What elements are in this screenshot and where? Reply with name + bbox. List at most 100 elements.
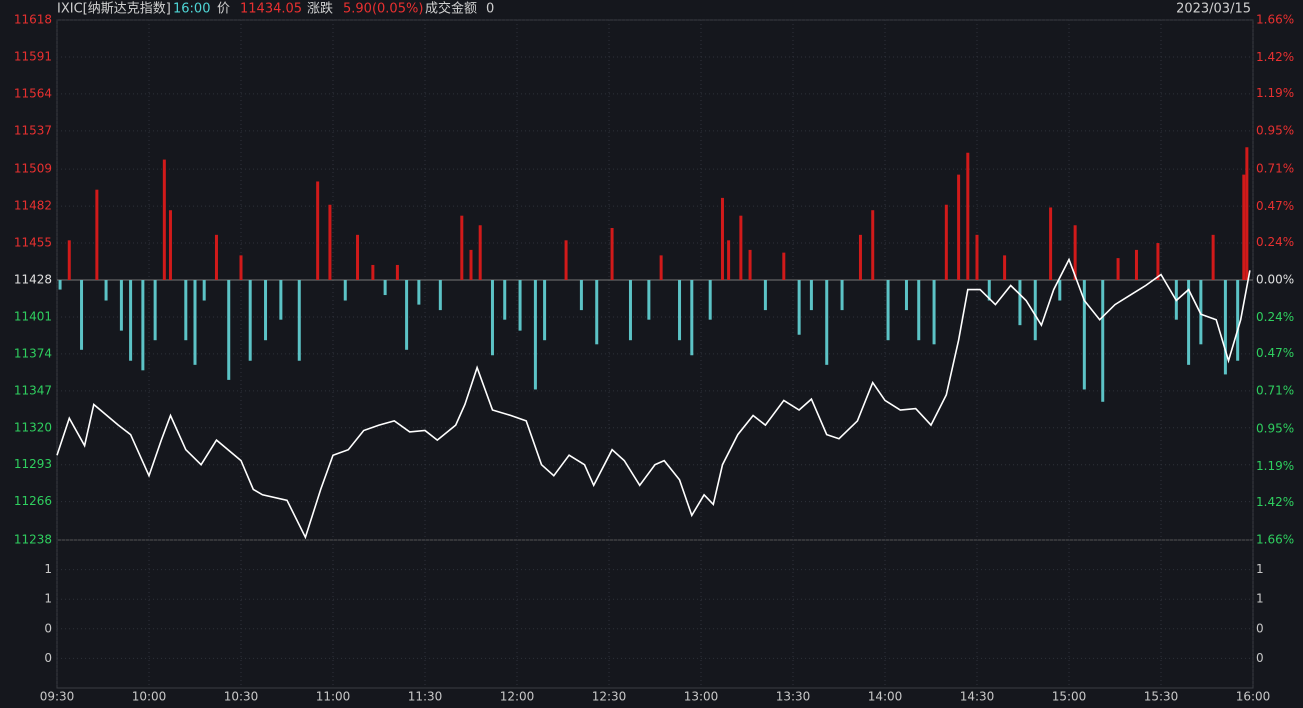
y-tick-label: 1 xyxy=(44,562,52,576)
x-tick-label: 12:30 xyxy=(592,690,627,704)
y2-tick-label: 0.95% xyxy=(1256,124,1294,138)
x-tick-label: 14:30 xyxy=(960,690,995,704)
x-tick-label: 12:00 xyxy=(500,690,535,704)
bar xyxy=(129,280,133,361)
bar xyxy=(987,280,991,301)
bar xyxy=(227,280,231,380)
bar xyxy=(1018,280,1022,326)
y2-tick-label: 1 xyxy=(1256,592,1264,606)
y2-tick-label: 0.71% xyxy=(1256,161,1294,175)
y-tick-label: 11455 xyxy=(14,236,52,250)
bar xyxy=(975,234,979,280)
bar xyxy=(1245,147,1249,280)
y2-tick-label: 1.66% xyxy=(1256,533,1294,547)
bar xyxy=(469,249,473,280)
bar xyxy=(1082,280,1086,390)
bar xyxy=(141,280,145,371)
y-tick-label: 11618 xyxy=(14,13,52,27)
bar xyxy=(95,189,99,280)
date: 2023/03/15 xyxy=(1176,2,1251,17)
price-label: 价 xyxy=(217,2,230,17)
bar xyxy=(248,280,252,361)
bar xyxy=(595,280,599,345)
bar xyxy=(886,280,890,341)
bar xyxy=(543,280,547,341)
bar xyxy=(162,159,166,280)
x-tick-label: 09:30 xyxy=(40,690,75,704)
bar xyxy=(490,280,494,356)
index-name: IXIC[纳斯达克指数] xyxy=(57,2,171,17)
x-tick-label: 15:30 xyxy=(1144,690,1179,704)
x-tick-label: 10:00 xyxy=(132,690,167,704)
bar xyxy=(279,280,283,320)
price: 11434.05 xyxy=(240,2,302,17)
bar xyxy=(503,280,507,320)
bar xyxy=(748,249,752,280)
y-tick-label: 11320 xyxy=(14,420,52,434)
x-tick-label: 14:00 xyxy=(868,690,903,704)
price-line xyxy=(56,257,1251,540)
bar xyxy=(809,280,813,311)
bar xyxy=(932,280,936,345)
bar xyxy=(239,255,243,280)
change-label: 涨跌 xyxy=(307,1,333,17)
bar xyxy=(678,280,682,341)
bar xyxy=(944,204,948,280)
bar xyxy=(356,234,360,280)
y-tick-label: 11401 xyxy=(14,309,52,323)
bar xyxy=(720,197,724,280)
y2-tick-label: 1.66% xyxy=(1256,13,1294,27)
header: IXIC[纳斯达克指数] 16:00 价 11434.05 涨跌 5.90(0.… xyxy=(57,1,1251,17)
x-tick-label: 13:30 xyxy=(776,690,811,704)
y2-tick-label: 0 xyxy=(1256,621,1264,635)
bar xyxy=(328,204,332,280)
bar xyxy=(417,280,421,305)
bar xyxy=(297,280,301,361)
y-tick-label: 11238 xyxy=(14,533,52,547)
y2-tick-label: 0.95% xyxy=(1256,421,1294,435)
amount: 0 xyxy=(486,2,494,17)
y-tick-label: 11591 xyxy=(14,49,52,63)
bar xyxy=(264,280,268,341)
bar xyxy=(659,255,663,280)
bar xyxy=(1049,207,1053,280)
bar xyxy=(1003,255,1007,280)
bar xyxy=(518,280,522,331)
bar xyxy=(1134,249,1138,280)
bar xyxy=(739,215,743,280)
bar xyxy=(1073,225,1077,280)
bar xyxy=(904,280,908,311)
bar xyxy=(647,280,651,320)
y2-tick-label: 0.00% xyxy=(1256,273,1294,287)
bar xyxy=(628,280,632,341)
bar xyxy=(1187,280,1191,365)
y2-tick-label: 1.42% xyxy=(1256,50,1294,64)
y2-tick-label: 0.24% xyxy=(1256,310,1294,324)
bar xyxy=(825,280,829,365)
bar xyxy=(371,264,375,280)
bar xyxy=(840,280,844,311)
bar xyxy=(1101,280,1105,402)
y2-tick-label: 0.47% xyxy=(1256,199,1294,213)
bar xyxy=(966,152,970,280)
bar xyxy=(168,210,172,280)
y-tick-label: 11266 xyxy=(14,494,52,508)
bar xyxy=(690,280,694,356)
bar xyxy=(405,280,409,350)
y-tick-label: 0 xyxy=(44,621,52,635)
bar xyxy=(1033,280,1037,341)
y2-tick-label: 0.24% xyxy=(1256,235,1294,249)
x-tick-label: 15:00 xyxy=(1052,690,1087,704)
bar xyxy=(478,225,482,280)
bar xyxy=(193,280,197,365)
bar xyxy=(957,174,961,280)
bar xyxy=(1156,243,1160,280)
y2-tick-label: 1.42% xyxy=(1256,495,1294,509)
y2-tick-label: 0 xyxy=(1256,651,1264,665)
y2-tick-label: 1.19% xyxy=(1256,86,1294,100)
y-tick-label: 11347 xyxy=(14,383,52,397)
bar xyxy=(153,280,157,341)
bar xyxy=(202,280,206,301)
y-tick-label: 11564 xyxy=(14,86,52,100)
